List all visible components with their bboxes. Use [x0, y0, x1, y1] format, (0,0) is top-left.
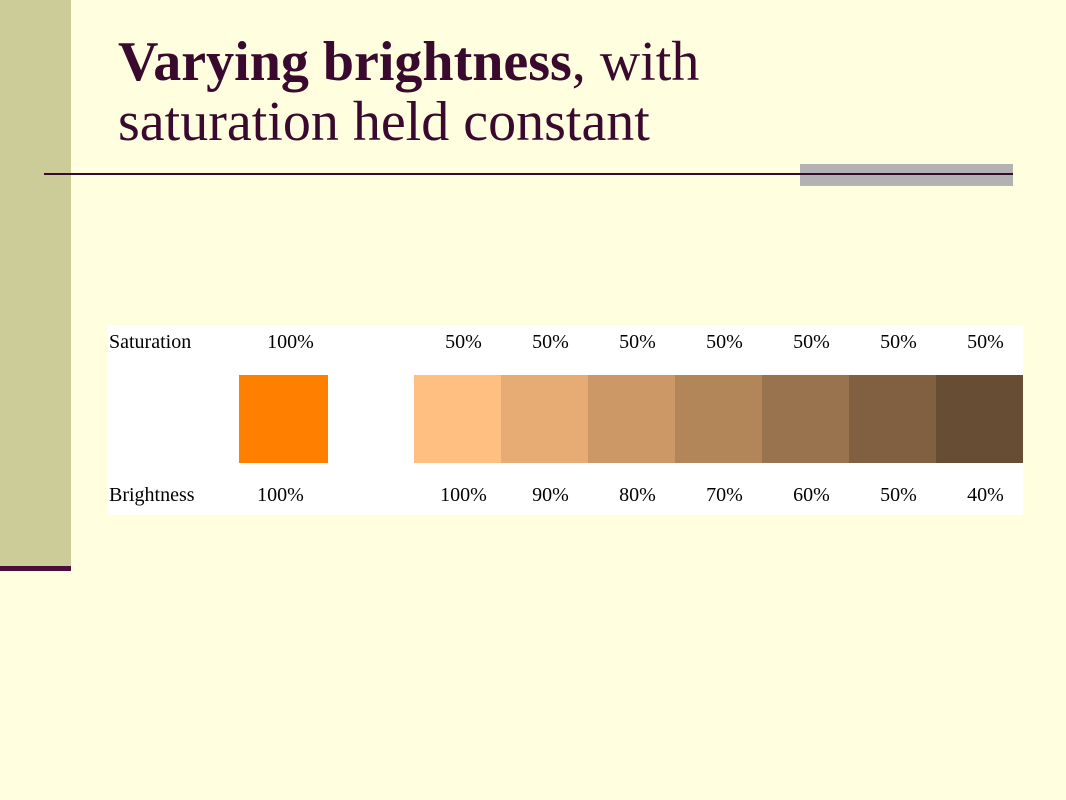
swatch-brightness: 80% — [619, 484, 656, 506]
swatch-saturation: 50% — [967, 331, 1004, 353]
swatch-brightness: 70% — [706, 484, 743, 506]
swatch-brightness: 90% — [532, 484, 569, 506]
swatch-brightness: 40% — [967, 484, 1004, 506]
slide-title-bold: Varying brightness — [118, 31, 572, 93]
color-swatch — [675, 375, 762, 463]
swatch-saturation: 50% — [619, 331, 656, 353]
swatch-saturation: 50% — [532, 331, 569, 353]
title-rule-accent-line — [800, 173, 1013, 175]
swatch-brightness: 60% — [793, 484, 830, 506]
slide-title: Varying brightness, with saturation held … — [118, 32, 699, 152]
swatch-saturation: 50% — [880, 331, 917, 353]
reference-saturation: 100% — [267, 331, 314, 353]
saturation-row-label: Saturation — [109, 331, 192, 353]
color-swatch — [414, 375, 501, 463]
brightness-row-label: Brightness — [109, 484, 195, 506]
color-swatch — [501, 375, 588, 463]
slide-title-rest: , with — [571, 31, 700, 93]
swatch-saturation: 50% — [706, 331, 743, 353]
color-swatch — [936, 375, 1023, 463]
color-swatch — [849, 375, 936, 463]
left-bar-accent — [0, 566, 71, 571]
title-rule — [44, 173, 1013, 175]
swatch-brightness: 100% — [440, 484, 487, 506]
color-table: Saturation Brightness 100% 100% 50% 100% 5… — [108, 325, 1023, 515]
color-swatch — [588, 375, 675, 463]
left-decorative-bar — [0, 0, 71, 568]
color-swatch — [762, 375, 849, 463]
title-rule-accent — [800, 164, 1013, 186]
swatch-brightness: 50% — [880, 484, 917, 506]
reference-swatch — [239, 375, 328, 463]
swatch-saturation: 50% — [445, 331, 482, 353]
reference-brightness: 100% — [257, 484, 304, 506]
slide-title-line2: saturation held constant — [118, 91, 650, 153]
swatch-saturation: 50% — [793, 331, 830, 353]
